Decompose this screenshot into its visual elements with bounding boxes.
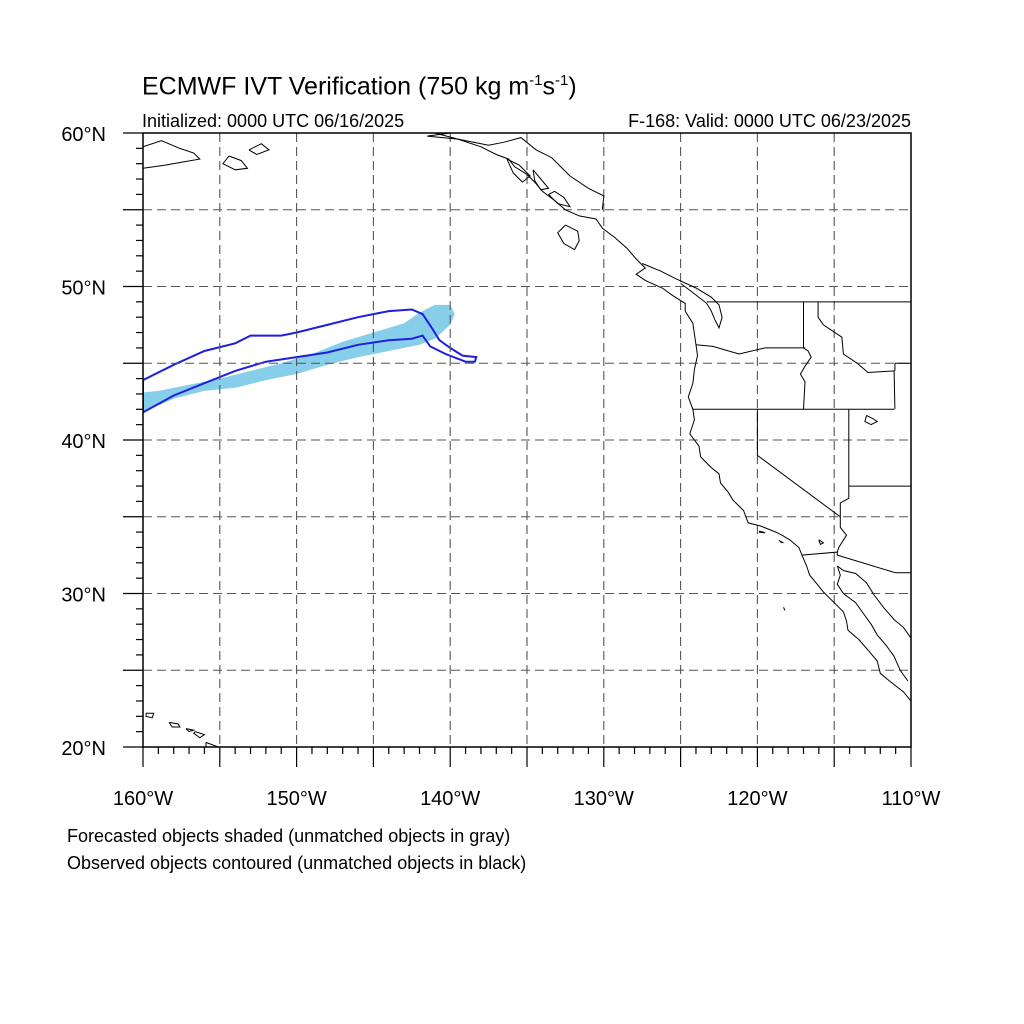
political-border xyxy=(910,640,911,642)
note-observed: Observed objects contoured (unmatched ob… xyxy=(67,853,527,873)
coastline xyxy=(168,721,181,728)
note-forecast: Forecasted objects shaded (unmatched obj… xyxy=(67,826,511,846)
lon-tick-label: 140°W xyxy=(420,788,480,810)
coastline xyxy=(758,530,766,534)
coastline xyxy=(145,712,155,719)
title-end: ) xyxy=(568,72,577,101)
subtitle-valid: F-168: Valid: 0000 UTC 06/23/2025 xyxy=(628,111,911,131)
lon-tick-label: 160°W xyxy=(113,788,173,810)
coastline xyxy=(532,169,550,191)
lat-tick-label: 50°N xyxy=(61,278,106,300)
coastline xyxy=(248,143,270,156)
coastline xyxy=(222,155,249,171)
title-main: ECMWF IVT Verification (750 kg m xyxy=(142,72,530,101)
political-border xyxy=(801,551,911,574)
coastline xyxy=(836,565,909,682)
coastline xyxy=(836,565,911,639)
coastline xyxy=(783,607,786,611)
forecast-object-shaded xyxy=(143,304,455,413)
title-sup2: -1 xyxy=(555,72,569,89)
coastline xyxy=(506,158,531,183)
political-border xyxy=(817,301,896,410)
lat-tick-label: 30°N xyxy=(61,585,106,607)
political-border xyxy=(434,133,605,210)
lon-tick-label: 130°W xyxy=(574,788,634,810)
observed-object-contour xyxy=(143,308,478,414)
political-border xyxy=(695,344,805,355)
coastline xyxy=(557,224,580,251)
coastline xyxy=(185,728,196,733)
lon-tick-label: 110°W xyxy=(882,788,941,810)
title-mid: s xyxy=(542,72,556,101)
lat-tick-label: 60°N xyxy=(61,124,106,146)
coastline xyxy=(427,133,911,702)
political-border xyxy=(836,516,848,553)
political-border xyxy=(799,301,812,410)
coastline xyxy=(864,414,879,426)
lon-tick-label: 150°W xyxy=(266,788,326,810)
coastline xyxy=(205,741,219,747)
political-border xyxy=(756,409,841,518)
chart-title: ECMWF IVT Verification (750 kg m-1s-1) xyxy=(142,72,577,101)
coastline xyxy=(548,190,572,208)
lat-tick-label: 40°N xyxy=(61,431,106,453)
coastline xyxy=(192,731,206,739)
coastline xyxy=(778,540,784,544)
coastline xyxy=(818,539,825,546)
coastline xyxy=(642,263,723,330)
coastline xyxy=(143,140,201,169)
lon-tick-label: 120°W xyxy=(727,788,787,810)
lat-tick-label: 20°N xyxy=(61,738,106,760)
subtitle-initialized: Initialized: 0000 UTC 06/16/2025 xyxy=(142,111,405,131)
title-sup1: -1 xyxy=(529,72,543,89)
political-border xyxy=(839,409,850,517)
